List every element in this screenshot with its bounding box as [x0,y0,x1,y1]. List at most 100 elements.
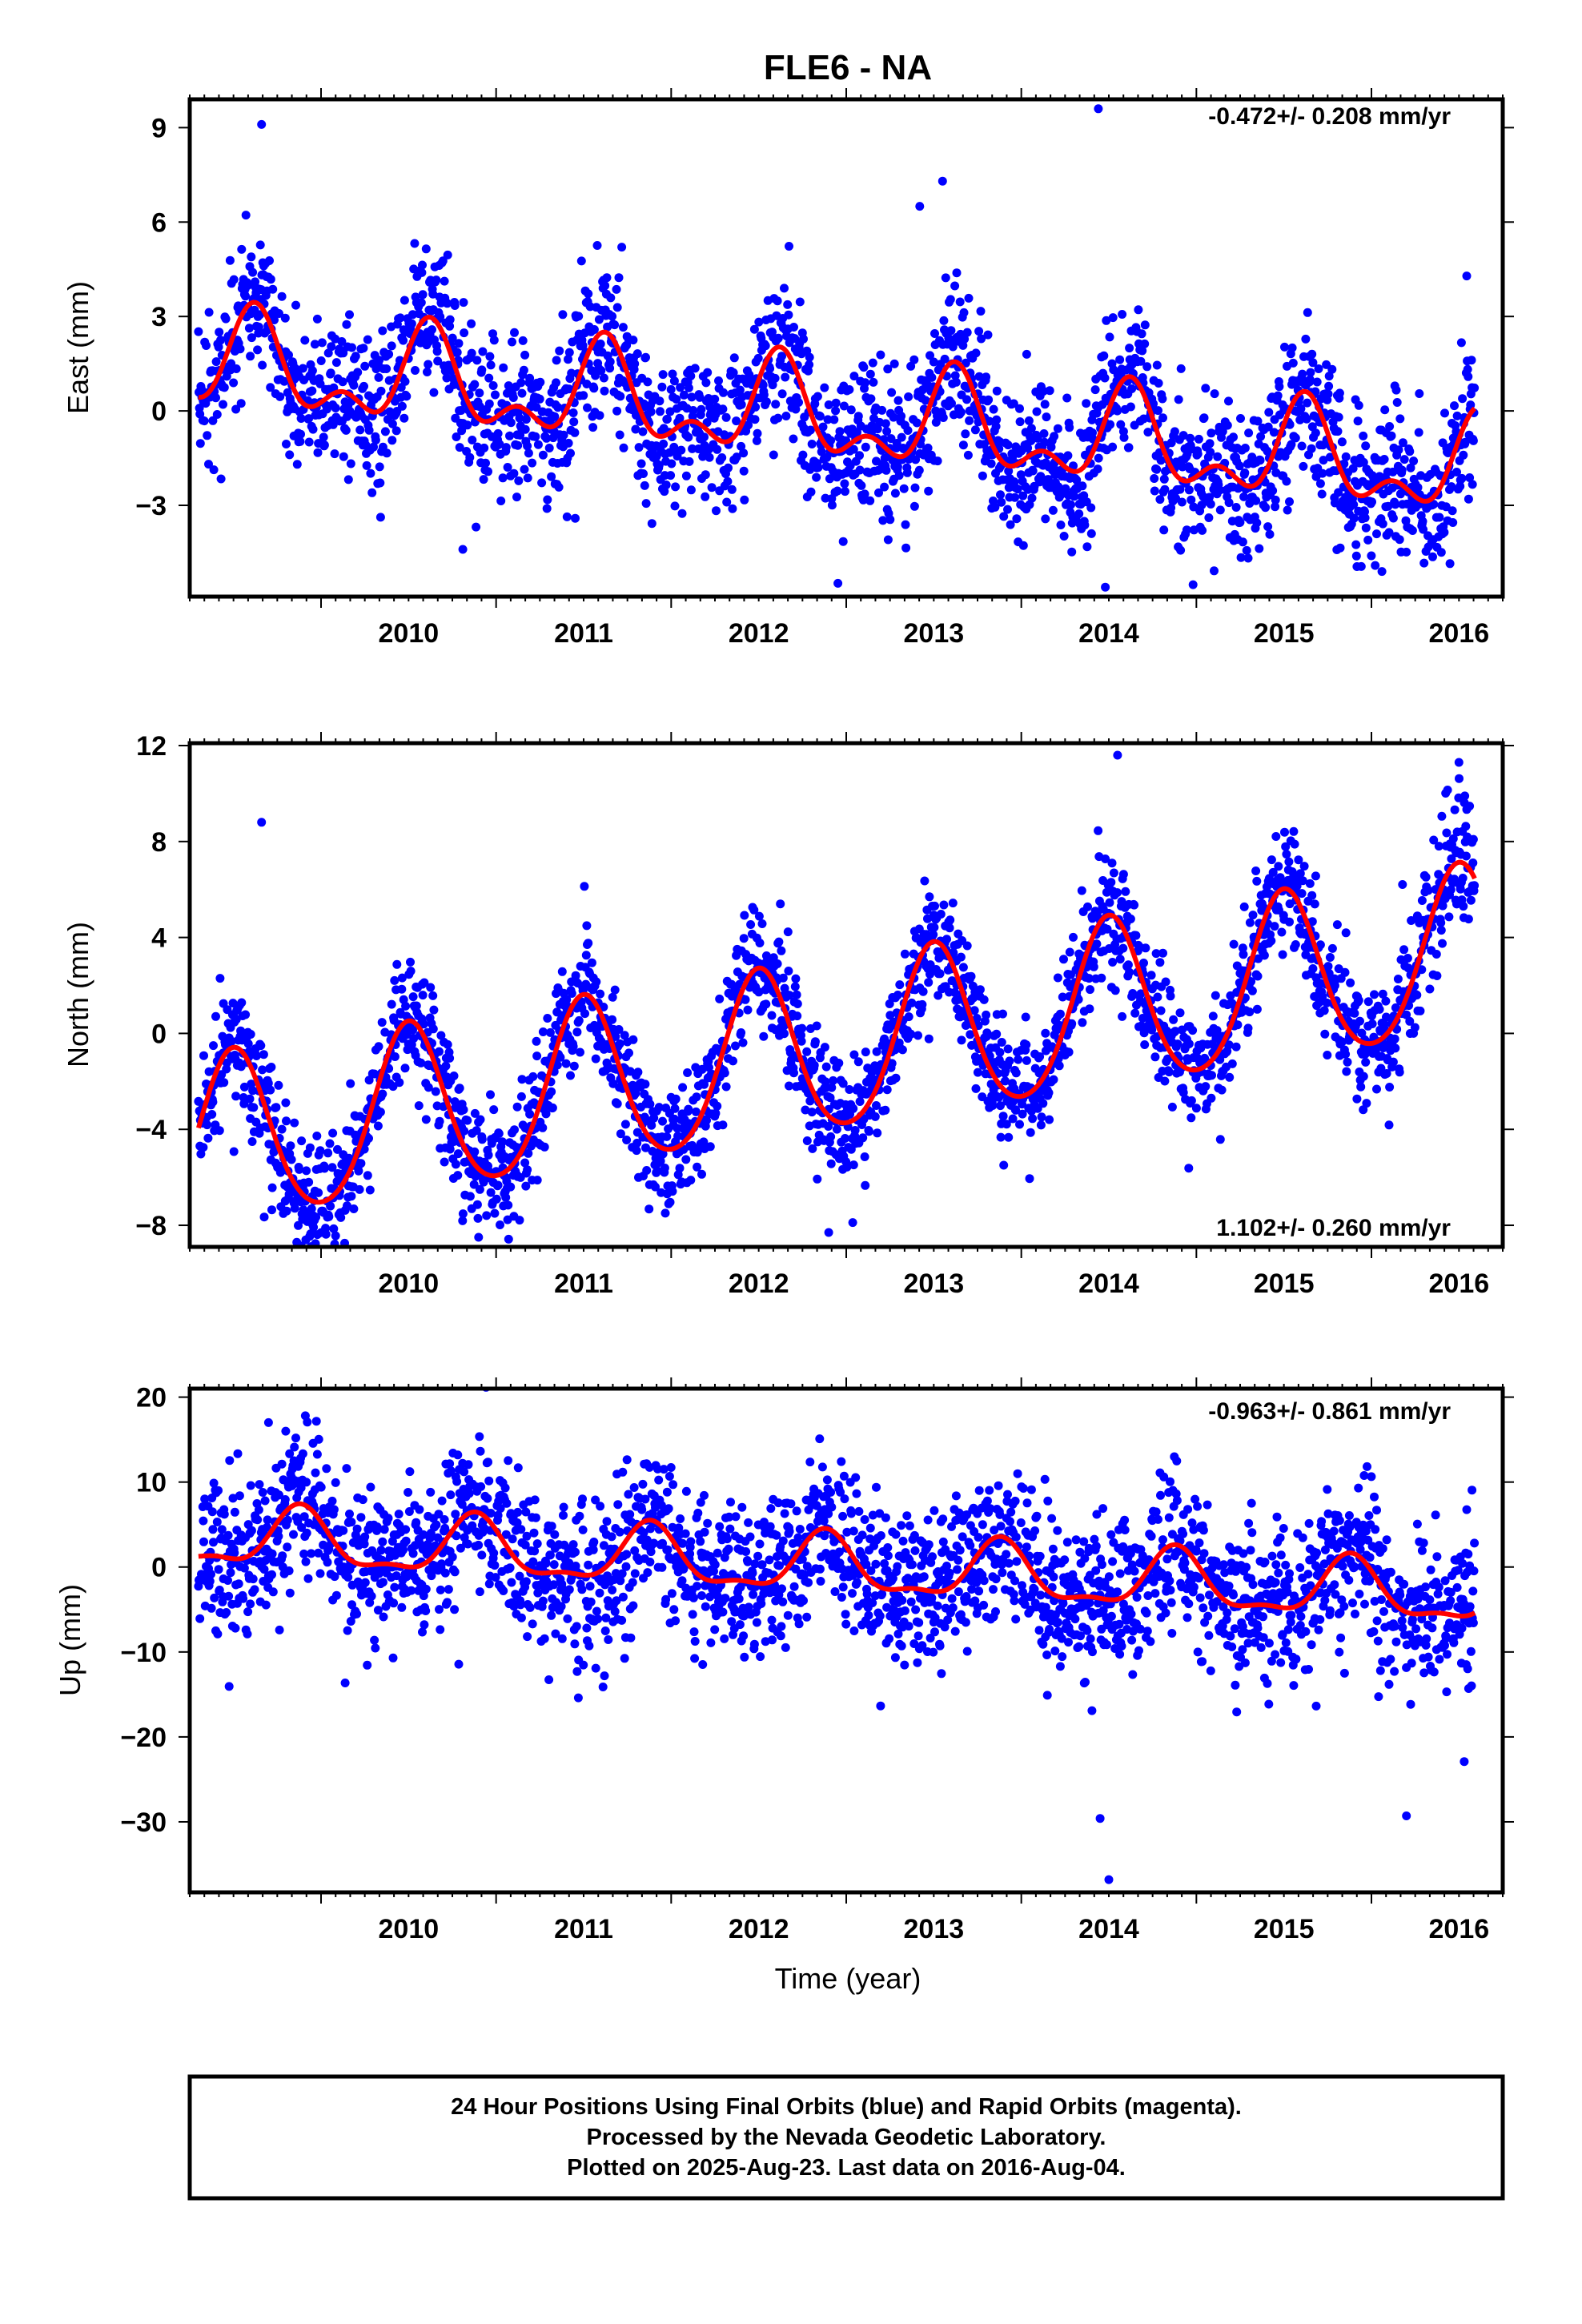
east-data-point [1419,558,1429,568]
north-data-point [1078,1018,1087,1027]
east-data-point [488,381,498,390]
east-data-point [512,493,521,502]
east-data-point [1138,346,1147,356]
north-data-point [1169,1015,1178,1024]
east-data-point [984,395,994,404]
east-data-point [883,364,893,374]
north-data-point [776,899,785,909]
east-data-point [761,341,770,351]
east-data-point [667,459,677,468]
east-data-point [685,456,694,466]
east-data-point [428,325,436,335]
north-data-point [1289,826,1299,836]
east-data-point [1205,439,1215,448]
east-data-point [1465,473,1475,482]
east-data-point [705,452,714,462]
east-data-point [661,480,671,489]
north-data-point [424,1083,433,1092]
north-data-point [1109,868,1118,878]
north-data-point [644,1204,654,1214]
north-data-point [211,1011,220,1021]
east-data-point [1150,486,1159,496]
east-data-point [552,378,560,388]
north-data-point [1005,1056,1014,1066]
east-data-point [930,329,939,338]
north-data-point [566,1071,575,1080]
north-data-point [274,1080,283,1090]
east-outlier-point [1101,582,1110,592]
north-data-point [1233,1020,1243,1030]
east-data-point [1253,416,1263,426]
north-data-point [540,1142,549,1152]
east-data-point [568,408,578,417]
east-data-point [946,326,956,336]
east-data-point [1299,461,1308,471]
east-data-point [265,256,274,265]
east-data-point [612,303,622,312]
east-data-point [865,496,875,505]
east-data-point [270,316,279,324]
north-data-point [683,1068,693,1077]
north-data-point [408,992,418,1002]
north-data-point [1018,1109,1027,1119]
east-data-point [950,281,960,291]
east-data-point [384,349,394,359]
east-data-point [1354,400,1363,410]
east-data-point [514,476,524,485]
north-data-point [651,1182,660,1192]
north-data-point [592,977,601,987]
east-data-point [1152,360,1162,370]
east-data-point [1235,461,1244,471]
east-data-point [300,336,310,345]
east-data-point [1314,364,1323,373]
east-data-point [728,504,737,513]
east-data-point [1305,375,1315,384]
east-data-point [833,486,842,496]
east-data-point [1094,453,1103,463]
east-data-point [566,448,575,458]
north-data-point [649,1113,659,1123]
east-data-point [410,239,420,248]
east-data-point [780,283,789,293]
north-data-point [1292,881,1302,891]
north-data-point [347,1192,356,1201]
east-data-point [1013,485,1022,494]
east-data-point [1435,513,1444,522]
east-data-point [588,423,598,432]
east-data-point [342,320,351,329]
east-data-point [1468,436,1478,445]
east-data-point [1204,513,1214,522]
east-data-point [1206,500,1215,509]
east-data-point [770,373,780,383]
east-data-point [1199,413,1209,423]
east-data-point [397,401,407,411]
east-data-point [929,357,938,367]
north-data-point [845,1085,854,1094]
north-data-point [1141,943,1150,953]
east-ytick-label: 3 [151,302,167,332]
east-data-point [877,405,887,415]
east-data-point [225,255,235,265]
east-data-point [712,506,721,516]
north-data-point [1067,1019,1077,1028]
east-data-point [1311,428,1320,438]
north-data-point [326,1201,335,1211]
north-data-point [243,1039,253,1048]
east-data-point [1318,468,1327,478]
east-data-point [735,385,745,395]
east-data-point [769,450,778,460]
east-data-point [1470,383,1480,392]
north-data-point [470,1147,480,1156]
east-data-point [485,352,495,361]
east-data-point [248,267,258,277]
east-data-point [1447,482,1456,492]
east-data-point [1039,429,1049,438]
east-data-point [608,312,617,321]
north-data-point [669,1114,679,1124]
east-data-point [659,439,669,448]
east-data-point [881,419,890,428]
east-data-point [1142,362,1152,372]
east-data-point [298,364,307,373]
north-data-point [229,1147,239,1156]
east-data-point [1086,503,1096,513]
